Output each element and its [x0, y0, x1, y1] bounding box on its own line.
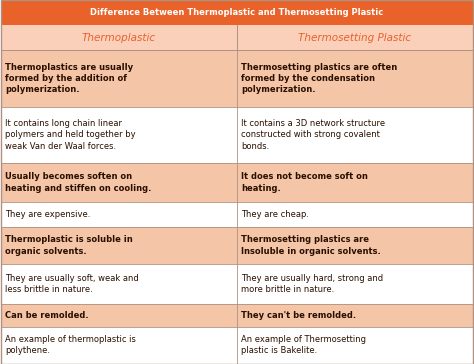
Text: It does not become soft on
heating.: It does not become soft on heating. [241, 173, 368, 193]
Bar [1, 226, 473, 264]
Bar [1, 25, 473, 50]
Text: Thermosetting Plastic: Thermosetting Plastic [299, 33, 411, 43]
Text: Thermoplastics are usually
formed by the addition of
polymerization.: Thermoplastics are usually formed by the… [5, 63, 133, 94]
Bar [1, 0, 473, 25]
Text: An example of thermoplastic is
polythene.: An example of thermoplastic is polythene… [5, 335, 136, 356]
Text: It contains long chain linear
polymers and held together by
weak Van der Waal fo: It contains long chain linear polymers a… [5, 119, 136, 151]
Text: Thermosetting plastics are often
formed by the condensation
polymerization.: Thermosetting plastics are often formed … [241, 63, 397, 94]
Bar [1, 202, 473, 226]
Text: Can be remolded.: Can be remolded. [5, 310, 89, 320]
Text: Thermosetting plastics are
Insoluble in organic solvents.: Thermosetting plastics are Insoluble in … [241, 235, 381, 256]
Bar [1, 50, 473, 107]
Bar [1, 304, 473, 327]
Text: Thermoplastic is soluble in
organic solvents.: Thermoplastic is soluble in organic solv… [5, 235, 133, 256]
Text: They can't be remolded.: They can't be remolded. [241, 310, 356, 320]
Bar [1, 264, 473, 304]
Text: They are usually soft, weak and
less brittle in nature.: They are usually soft, weak and less bri… [5, 274, 139, 294]
Text: Usually becomes soften on
heating and stiffen on cooling.: Usually becomes soften on heating and st… [5, 173, 151, 193]
Text: An example of Thermosetting
plastic is Bakelite.: An example of Thermosetting plastic is B… [241, 335, 366, 356]
Bar [1, 107, 473, 163]
Text: It contains a 3D network structure
constructed with strong covalent
bonds.: It contains a 3D network structure const… [241, 119, 385, 151]
Text: They are expensive.: They are expensive. [5, 210, 91, 219]
Text: They are usually hard, strong and
more brittle in nature.: They are usually hard, strong and more b… [241, 274, 383, 294]
Text: Thermoplastic: Thermoplastic [82, 33, 156, 43]
Text: They are cheap.: They are cheap. [241, 210, 309, 219]
Bar [1, 327, 473, 364]
Text: Difference Between Thermoplastic and Thermosetting Plastic: Difference Between Thermoplastic and The… [91, 8, 383, 17]
Bar [1, 163, 473, 202]
